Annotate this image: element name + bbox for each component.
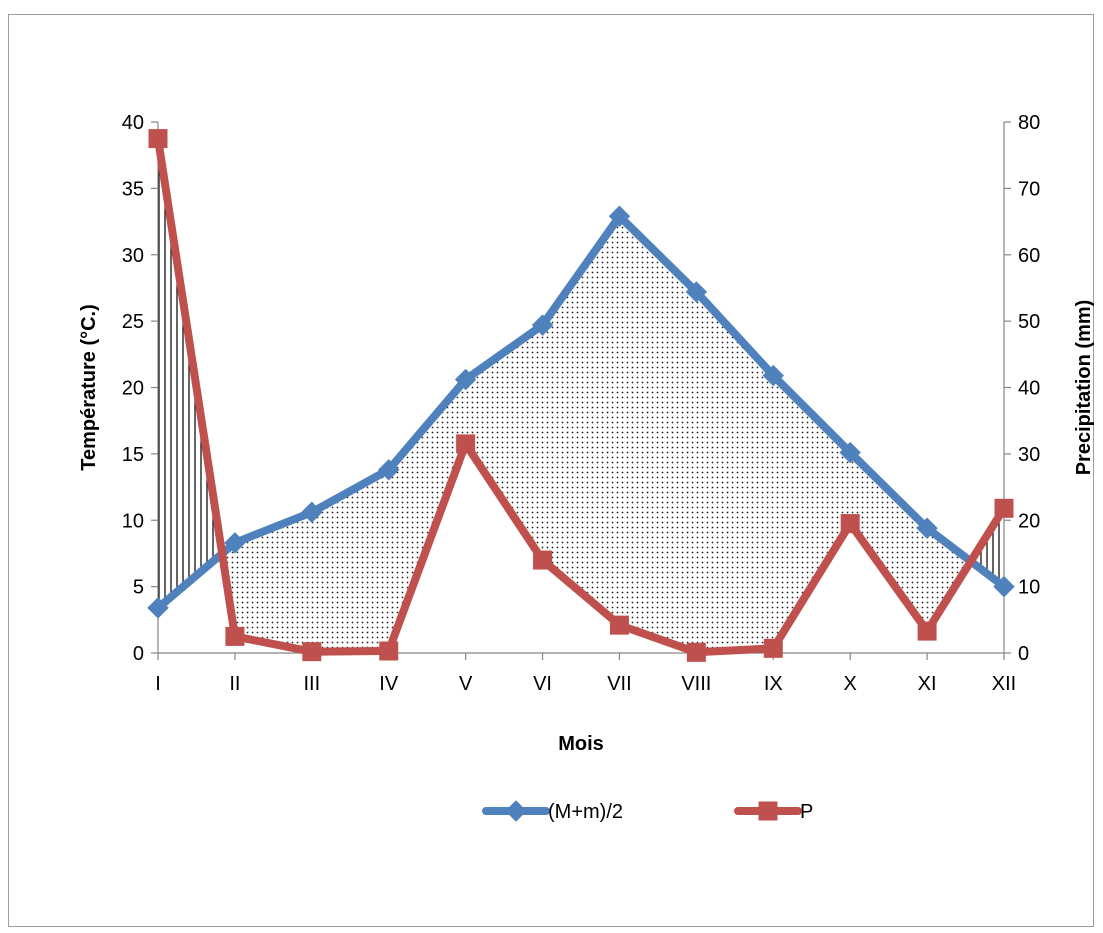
temperature-point — [301, 501, 323, 523]
precipitation-point — [148, 129, 168, 149]
y-axis-title-right: Precipitation (mm) — [1073, 300, 1095, 476]
dry-period-area — [619, 216, 697, 653]
x-tick-label: VII — [607, 673, 631, 695]
precipitation-point — [533, 550, 553, 570]
temperature-point — [608, 205, 631, 227]
x-tick-label: V — [459, 673, 473, 695]
x-axis-title: Mois — [558, 733, 604, 755]
precipitation-point — [763, 638, 783, 658]
temperature-point — [916, 517, 938, 539]
precipitation-point — [994, 498, 1014, 518]
dry-period-area — [850, 452, 928, 632]
y-tick-label-left: 35 — [122, 178, 144, 200]
y-tick-label-left: 5 — [133, 577, 144, 599]
x-tick-label: III — [303, 673, 320, 695]
legend-temperature-marker — [505, 800, 527, 822]
y-tick-label-left: 40 — [122, 112, 144, 134]
x-tick-label: II — [229, 673, 240, 695]
y-tick-label-left: 10 — [122, 510, 144, 532]
x-tick-label: IV — [379, 673, 399, 695]
y-axis-title-left: Température (°C.) — [78, 304, 100, 471]
x-tick-label: X — [844, 673, 857, 695]
dry-period-area — [542, 216, 620, 626]
legend-precipitation-marker — [758, 801, 778, 821]
temperature-point — [993, 575, 1015, 598]
precipitation-point — [686, 642, 706, 662]
temperature-point — [685, 281, 708, 303]
y-tick-label-right: 50 — [1018, 311, 1040, 333]
temperature-point — [839, 441, 861, 464]
precipitation-point — [379, 641, 399, 661]
y-tick-label-right: 40 — [1018, 378, 1040, 400]
x-tick-label: XII — [992, 673, 1016, 695]
x-tick-label: IX — [764, 673, 783, 695]
y-tick-label-right: 20 — [1018, 510, 1040, 532]
x-tick-label: VIII — [681, 673, 711, 695]
temperature-point — [224, 532, 246, 554]
dry-period-area — [696, 291, 774, 653]
precipitation-point — [456, 434, 476, 454]
temperature-point — [454, 368, 477, 391]
x-tick-label: XI — [918, 673, 937, 695]
temperature-point — [147, 597, 169, 619]
legend-precipitation-label: P — [800, 801, 813, 823]
dry-period-area — [773, 375, 851, 649]
x-tick-label: I — [155, 673, 161, 695]
y-tick-label-right: 60 — [1018, 245, 1040, 267]
x-tick-label: VI — [533, 673, 552, 695]
y-tick-label-right: 0 — [1018, 643, 1029, 665]
y-tick-label-left: 20 — [122, 378, 144, 400]
dry-period-area — [234, 512, 312, 652]
temperature-point — [531, 314, 554, 336]
y-tick-label-left: 15 — [122, 444, 144, 466]
dry-period-area — [465, 325, 543, 561]
precipitation-point — [609, 615, 629, 635]
temperature-point — [762, 364, 784, 387]
y-tick-label-left: 30 — [122, 245, 144, 267]
temperature-line — [154, 212, 1008, 612]
area-layer — [158, 138, 1004, 653]
y-tick-label-left: 0 — [133, 643, 144, 665]
precipitation-point — [225, 626, 245, 646]
y-tick-label-right: 10 — [1018, 577, 1040, 599]
y-tick-label-right: 80 — [1018, 112, 1040, 134]
precipitation-point — [302, 642, 322, 662]
legend-temperature-label: (M+m)/2 — [548, 801, 623, 823]
y-tick-label-left: 25 — [122, 311, 144, 333]
temperature-point — [378, 459, 400, 481]
precipitation-point — [840, 514, 860, 534]
legend: (M+m)/2 P — [482, 800, 813, 823]
dry-period-area — [311, 469, 389, 652]
precipitation-line — [154, 134, 1008, 657]
y-tick-label-right: 30 — [1018, 444, 1040, 466]
y-tick-label-right: 70 — [1018, 178, 1040, 200]
series-layer — [147, 129, 1015, 662]
precipitation-point — [917, 621, 937, 641]
